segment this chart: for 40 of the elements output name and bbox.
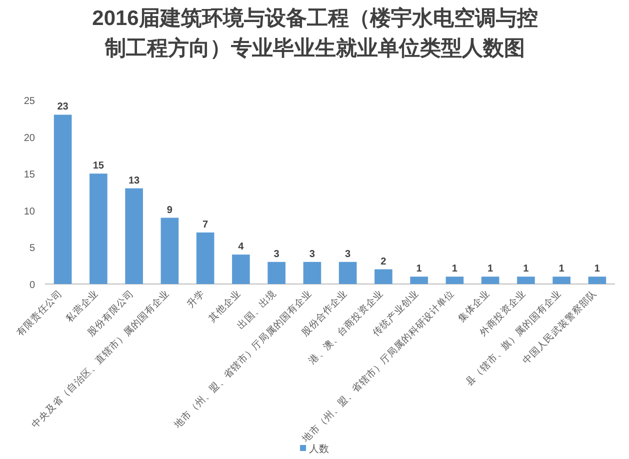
bar	[268, 262, 286, 284]
bar	[196, 232, 214, 284]
bar	[303, 262, 322, 284]
bar	[338, 262, 357, 284]
data-label: 2	[380, 256, 387, 268]
y-tick-label: 20	[24, 132, 36, 144]
data-label: 9	[166, 204, 173, 216]
bar	[54, 114, 72, 284]
y-tick-label: 25	[24, 96, 36, 107]
y-tick-label: 5	[29, 243, 36, 254]
legend-label: 人数	[309, 444, 329, 455]
bar	[552, 276, 570, 284]
x-tick-label: 升学	[184, 288, 208, 310]
chart-title: 2016届建筑环境与设备工程（楼宇水电空调与控制工程方向）专业毕业生就业单位类型人数图	[91, 6, 539, 62]
bar	[160, 218, 179, 284]
data-label: 3	[309, 248, 316, 260]
bar	[125, 188, 143, 284]
bar	[232, 254, 250, 284]
y-tick-label: 10	[24, 206, 36, 218]
data-label: 1	[452, 264, 458, 275]
data-label: 1	[558, 264, 565, 275]
data-label: 13	[128, 175, 140, 186]
data-label: 7	[202, 219, 209, 230]
y-tick-label: 15	[24, 170, 36, 181]
bar	[410, 276, 428, 284]
bar	[374, 269, 392, 284]
bar	[517, 276, 535, 284]
bar	[588, 276, 606, 284]
data-label: 1	[523, 264, 530, 275]
bar	[446, 276, 464, 284]
data-label: 1	[416, 264, 422, 275]
data-label: 23	[57, 102, 69, 113]
data-label: 3	[274, 248, 280, 260]
data-label: 4	[238, 242, 244, 253]
data-label: 1	[594, 264, 600, 275]
bar	[481, 276, 500, 284]
data-label: 15	[92, 160, 104, 172]
data-label: 3	[345, 248, 352, 260]
data-label: 1	[488, 264, 494, 275]
bar	[90, 174, 108, 284]
